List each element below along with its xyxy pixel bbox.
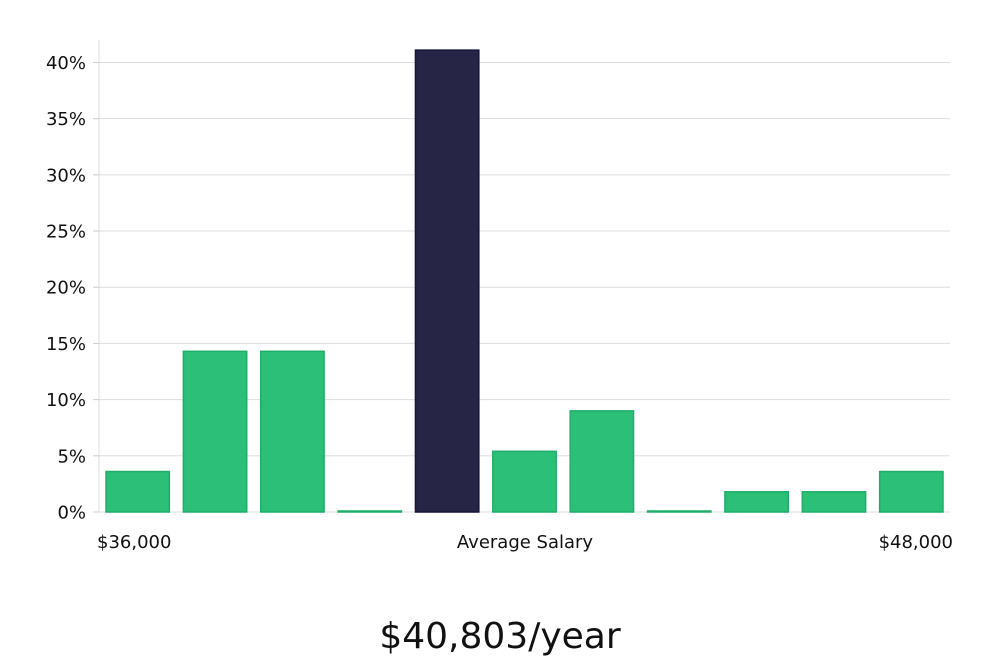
- y-tick-label: 40%: [46, 53, 86, 74]
- y-tick-label: 5%: [57, 446, 86, 467]
- y-tick-label: 0%: [57, 503, 86, 524]
- x-label-center: Average Salary: [457, 532, 594, 553]
- bar: [646, 510, 712, 513]
- y-tick-label: 25%: [46, 222, 86, 243]
- average-salary-value: $40,803/year: [379, 616, 621, 657]
- x-label-right: $48,000: [879, 532, 953, 553]
- y-tick-label: 35%: [46, 109, 86, 130]
- y-axis-ticks: 0% 5% 10% 15% 20% 25% 30% 35% 40%: [46, 53, 99, 524]
- bar: [878, 470, 944, 513]
- y-tick-label: 20%: [46, 278, 86, 299]
- bar: [105, 470, 171, 513]
- bar: [182, 350, 248, 513]
- histogram-bars: [105, 49, 944, 513]
- bar: [801, 491, 867, 513]
- bar: [492, 450, 557, 513]
- x-label-left: $36,000: [97, 532, 171, 553]
- bar: [259, 350, 325, 513]
- bar-average-salary: [414, 49, 480, 513]
- y-tick-label: 15%: [46, 334, 86, 355]
- y-tick-label: 30%: [46, 165, 86, 186]
- bar: [724, 491, 790, 513]
- y-tick-label: 10%: [46, 390, 86, 411]
- bar: [569, 410, 635, 513]
- bar: [337, 510, 403, 513]
